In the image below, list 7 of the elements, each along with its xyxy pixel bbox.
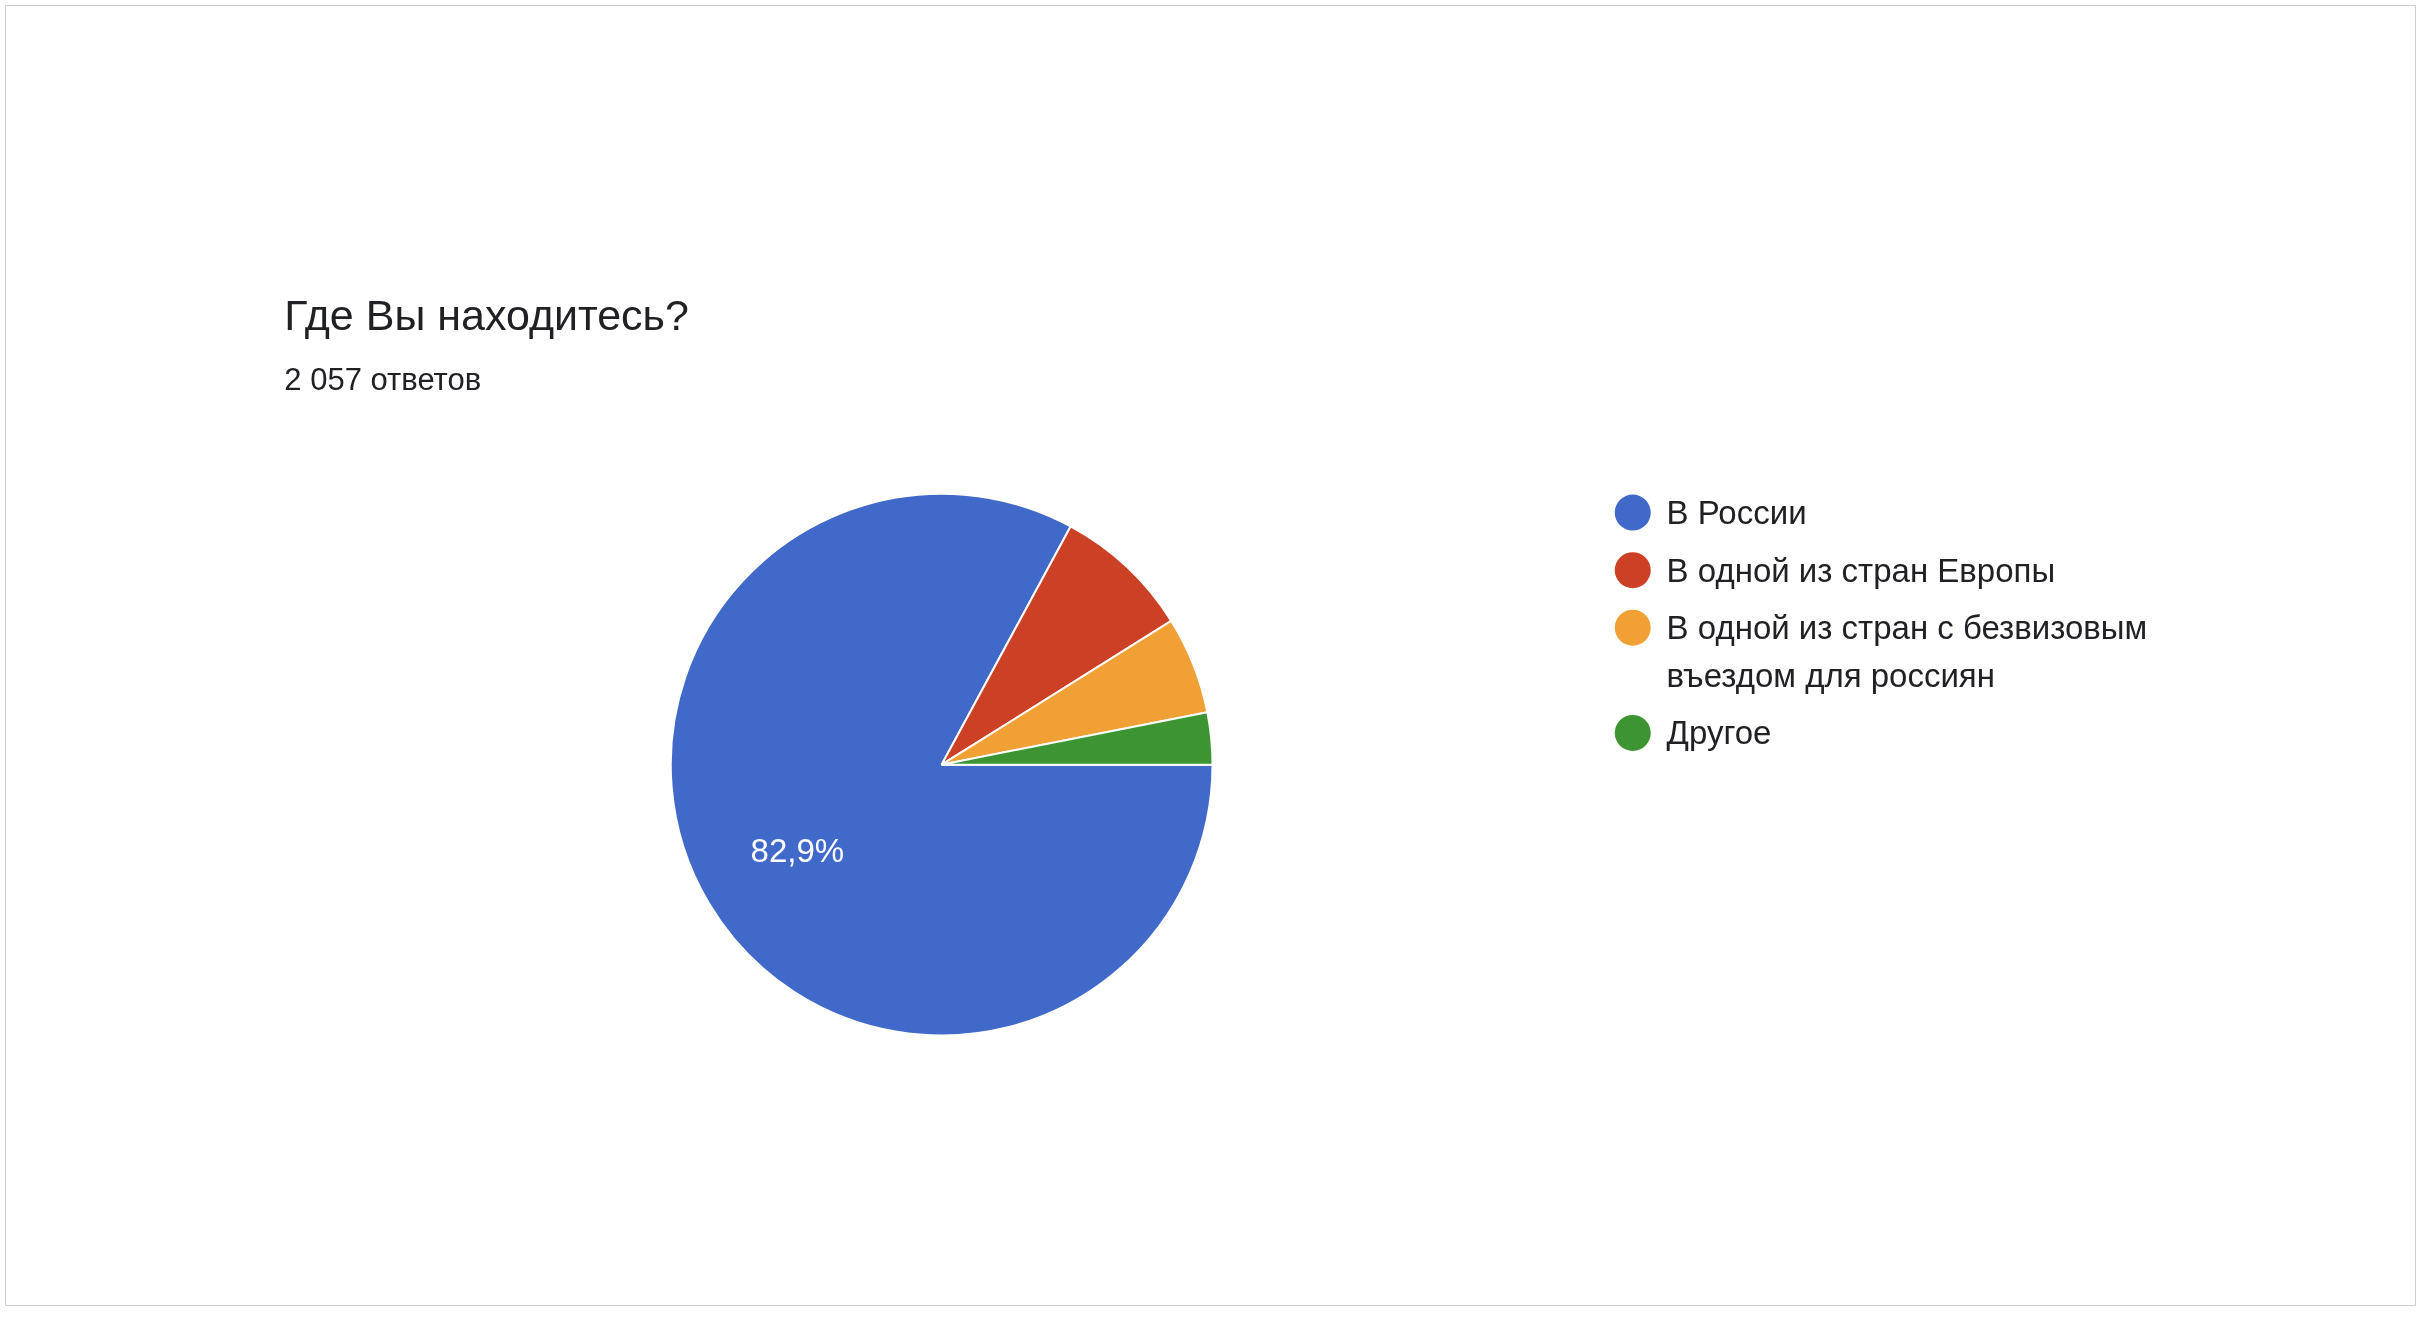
legend-label: В одной из стран Европы — [1666, 551, 2056, 589]
legend-label: В одной из стран с безвизовым въездом для россиян — [1666, 609, 2148, 694]
legend-label: Другое — [1666, 714, 1772, 752]
data-label: 82,9% — [750, 831, 845, 869]
text: 2 057 ответов — [284, 362, 482, 398]
chart-title: Где Вы находитесь? — [284, 291, 689, 340]
legend-label: В России — [1666, 494, 1807, 532]
